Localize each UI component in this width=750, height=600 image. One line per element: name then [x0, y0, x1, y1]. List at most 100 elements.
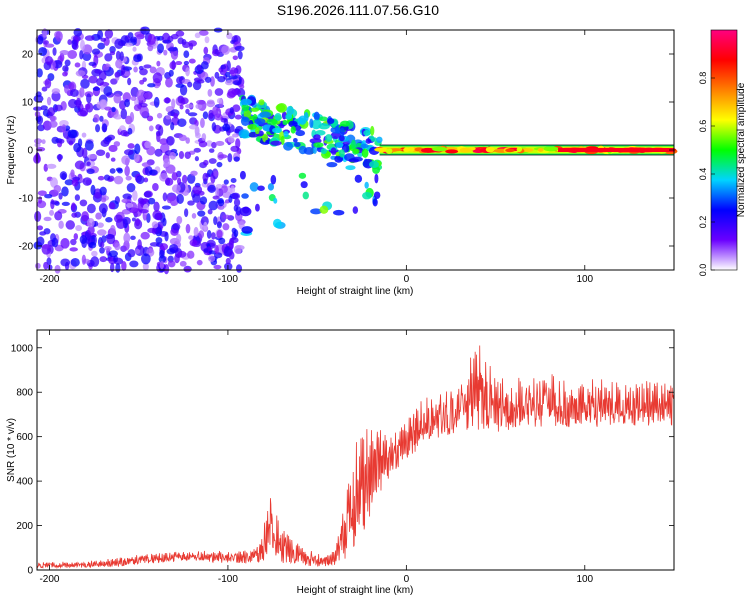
spectrogram-cluster-blob — [335, 141, 344, 148]
spectrogram-noise-blob — [220, 185, 228, 193]
spectrogram-noise-blob — [125, 175, 132, 181]
spectrogram-noise-blob — [171, 172, 178, 181]
spectrogram-cluster-blob — [273, 197, 278, 204]
spectrogram-noise-blob — [206, 100, 216, 108]
spectrogram-noise-blob — [234, 114, 242, 120]
spectrogram-noise-blob — [122, 216, 131, 225]
spectrogram-noise-blob — [121, 155, 131, 165]
spectrogram-noise-blob — [162, 192, 168, 202]
spectrogram-cluster-blob — [370, 125, 375, 136]
spectrogram-noise-blob — [201, 133, 207, 141]
spectrogram-noise-blob — [198, 230, 205, 239]
spectrogram-noise-blob — [61, 201, 70, 207]
snr-x-ticks: -200 -100 0 100 — [39, 330, 594, 585]
snr-y-label: SNR (10 * v/v) — [6, 418, 17, 482]
spectrogram-noise-blob — [59, 120, 69, 127]
spectrogram-noise-blob — [207, 89, 213, 97]
spectrogram-x-tick-label: -100 — [218, 274, 238, 285]
spectrogram-noise-blob — [133, 54, 142, 63]
spectrogram-noise-blob — [51, 88, 61, 95]
spectrogram-noise-blob — [111, 106, 116, 113]
spectrogram-noise-blob — [211, 232, 216, 240]
spectrogram-noise-blob — [97, 229, 107, 236]
spectrogram-noise-blob — [70, 169, 75, 178]
spectrogram-noise-blob — [221, 45, 231, 55]
spectrogram-noise-blob — [130, 36, 138, 43]
spectrogram-noise-blob — [143, 64, 152, 69]
spectrogram-noise-blob — [177, 118, 187, 127]
spectrogram-noise-blob — [188, 124, 198, 130]
spectrogram-noise-blob — [62, 71, 68, 77]
spectrogram-noise-blob — [122, 92, 131, 103]
spectrogram-noise-blob — [155, 237, 163, 244]
spectrogram-noise-blob — [70, 238, 77, 246]
spectrogram-noise-blob — [37, 190, 47, 196]
spectrogram-noise-blob — [52, 47, 57, 56]
spectrogram-noise-blob — [162, 217, 167, 227]
spectrogram-cluster-blob — [255, 127, 260, 135]
carrier-line-segment — [385, 148, 393, 154]
spectrogram-noise-blob — [159, 243, 169, 251]
spectrogram-noise-blob — [71, 39, 78, 50]
spectrogram-noise-blob — [164, 177, 174, 186]
spectrogram-cluster-blob — [369, 160, 380, 169]
spectrogram-noise-blob — [208, 200, 219, 211]
spectrogram-noise-blob — [64, 59, 71, 67]
spectrogram-cluster-blob — [254, 118, 266, 125]
spectrogram-noise-blob — [57, 153, 62, 162]
spectrogram-noise-blob — [202, 172, 209, 182]
spectrogram-noise-blob — [47, 264, 53, 271]
spectrogram-cluster-blob — [312, 146, 317, 154]
spectrogram-noise-blob — [229, 67, 238, 77]
spectrogram-noise-blob — [122, 209, 129, 215]
snr-y-tick-label: 0 — [27, 566, 33, 577]
spectrogram-cluster-blob — [282, 119, 288, 126]
spectrogram-noise-blob — [108, 144, 118, 153]
spectrogram-noise-blob — [127, 249, 136, 258]
spectrogram-noise-blob — [99, 256, 108, 263]
spectrogram-noise-blob — [50, 200, 60, 205]
spectrogram-noise-blob — [71, 178, 79, 187]
spectrogram-cluster-blob — [318, 116, 328, 122]
spectrogram-noise-blob — [84, 103, 91, 110]
spectrogram-noise-blob — [212, 195, 220, 200]
spectrogram-noise-blob — [213, 264, 222, 270]
spectrogram-cluster-blob — [352, 206, 359, 214]
spectrogram-noise-blob — [170, 49, 179, 60]
spectrogram-cluster-blob — [285, 113, 292, 120]
spectrogram-noise-blob — [147, 44, 154, 52]
spectrogram-cluster-blob — [364, 181, 369, 189]
spectrogram-x-ticks: -200 -100 0 100 — [39, 30, 594, 285]
spectrogram-noise-blob — [200, 61, 209, 70]
spectrogram-noise-blob — [239, 84, 245, 90]
spectrogram-noise-blob — [88, 61, 97, 66]
spectrogram-noise-blob — [181, 174, 188, 184]
spectrogram-noise-blob — [212, 49, 221, 57]
spectrogram-noise-blob — [103, 86, 113, 97]
spectrogram-cluster-blob — [283, 141, 294, 151]
spectrogram-noise-blob — [214, 88, 224, 96]
spectrogram-noise-blob — [216, 161, 223, 168]
spectrogram-noise-blob — [109, 51, 116, 56]
spectrogram-cluster-blob — [241, 193, 249, 199]
spectrogram-noise-blob — [202, 111, 209, 120]
spectrogram-noise-blob — [199, 196, 208, 205]
spectrogram-cluster-blob — [368, 135, 375, 140]
spectrogram-noise-blob — [124, 165, 130, 177]
spectrogram-noise-blob — [138, 209, 149, 214]
spectrogram-cluster-blob — [240, 116, 250, 127]
spectrogram-noise-blob — [127, 143, 135, 149]
spectrogram-cluster-blob — [340, 120, 351, 127]
spectrogram-noise-blob — [100, 99, 108, 109]
spectrogram-y-tick-label: -20 — [19, 242, 34, 253]
spectrogram-noise-blob — [98, 70, 107, 81]
carrier-line-segment — [432, 146, 448, 152]
spectrogram-noise-blob — [222, 223, 230, 231]
snr-x-label: Height of straight line (km) — [297, 585, 414, 596]
spectrogram-noise-blob — [158, 125, 164, 136]
spectrogram-noise-blob — [44, 194, 53, 199]
spectrogram-noise-blob — [117, 168, 123, 174]
spectrogram-noise-blob — [96, 222, 104, 228]
spectrogram-cluster-blob — [249, 182, 259, 192]
spectrogram-cluster-blob — [276, 102, 288, 113]
